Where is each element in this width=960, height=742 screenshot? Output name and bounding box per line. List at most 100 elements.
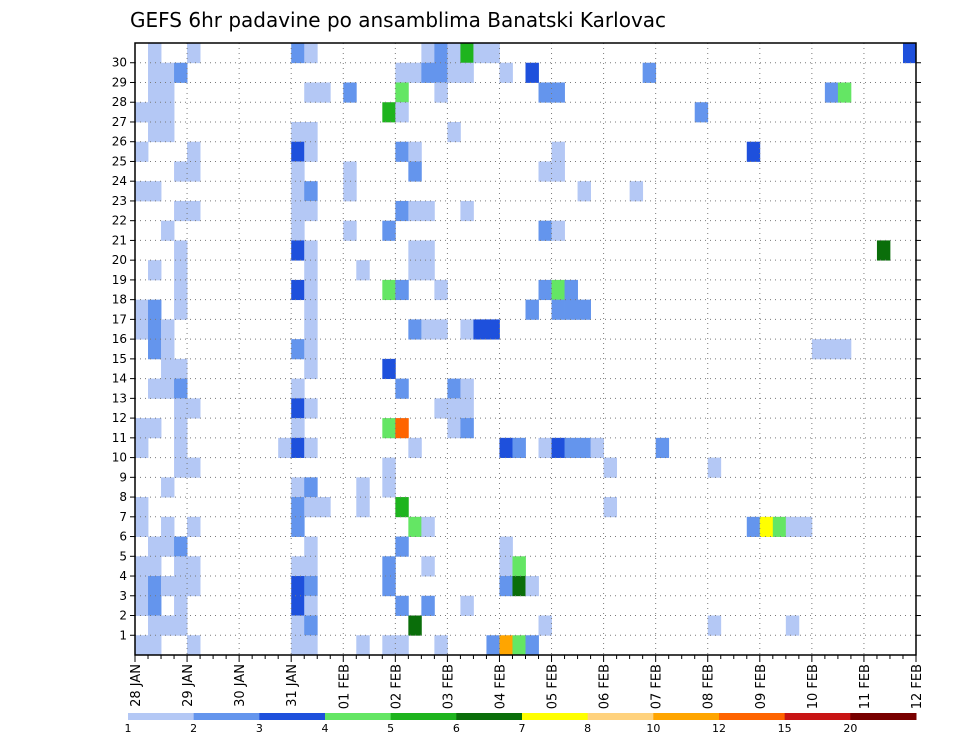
precip-cell — [304, 398, 318, 419]
precip-cell — [395, 200, 409, 222]
precip-cell — [538, 615, 552, 636]
precip-cell — [395, 418, 409, 439]
precip-cell — [876, 240, 891, 261]
y-tick-label: 17 — [112, 312, 127, 326]
precip-cell — [291, 43, 305, 64]
precip-cell — [304, 477, 318, 498]
precip-cell — [304, 260, 318, 281]
precip-cell — [135, 299, 149, 320]
precip-cell — [135, 102, 149, 123]
precip-cell — [187, 576, 201, 597]
x-tick-label: 31 JAN — [285, 664, 300, 707]
colorbar-label: 20 — [843, 722, 857, 735]
precip-cell — [577, 299, 591, 320]
precip-cell — [551, 279, 565, 301]
precip-cell — [408, 62, 422, 83]
y-tick-label: 20 — [112, 253, 127, 267]
precip-cell — [434, 319, 448, 340]
precip-cell — [551, 299, 565, 320]
precip-cell — [421, 43, 435, 64]
y-tick-label: 3 — [119, 589, 127, 603]
precip-cell — [486, 635, 500, 656]
precip-cell — [148, 536, 162, 557]
axis-layer: 1234567891011121314151617181920212223242… — [112, 56, 925, 710]
precip-cell — [187, 161, 201, 182]
precip-cell — [291, 576, 305, 597]
precip-cell — [564, 279, 578, 301]
colorbar-swatch — [128, 713, 195, 720]
precip-cell — [187, 200, 201, 222]
y-tick-label: 12 — [112, 411, 127, 425]
precip-cell — [148, 319, 162, 340]
precip-cell — [382, 477, 396, 498]
precip-cell — [460, 319, 474, 340]
precip-cell — [434, 279, 448, 301]
precip-cell — [161, 477, 175, 498]
precip-cell — [174, 358, 188, 380]
colorbar-swatch — [587, 713, 654, 720]
precip-cell — [174, 576, 188, 597]
precip-cell — [174, 615, 188, 636]
precip-cell — [174, 556, 188, 577]
precip-cell — [525, 62, 539, 83]
precip-cell — [603, 457, 618, 478]
precip-cell — [148, 181, 162, 202]
colorbar-swatch — [390, 713, 457, 720]
precip-cell — [135, 418, 149, 439]
precip-cell — [174, 437, 188, 458]
precip-cell — [148, 635, 162, 656]
colorbar: 1 2 3 4 5 6 7 8 10 12 15 20 — [125, 713, 917, 735]
x-tick-label: 28 JAN — [129, 664, 144, 707]
y-tick-label: 24 — [112, 174, 127, 188]
y-tick-label: 9 — [119, 470, 127, 484]
precip-cell — [161, 378, 175, 399]
precip-cell — [694, 102, 709, 123]
precip-cell — [343, 82, 357, 103]
precip-cell — [512, 556, 526, 577]
precip-cell — [317, 497, 331, 518]
precip-cell — [291, 279, 305, 301]
precip-cell — [304, 240, 318, 261]
precip-cell — [291, 378, 305, 399]
precip-cell — [382, 418, 396, 439]
precip-cell — [174, 457, 188, 478]
precip-cell — [174, 418, 188, 439]
y-tick-label: 21 — [112, 233, 127, 247]
colorbar-swatch — [259, 713, 326, 720]
precip-cell — [187, 398, 201, 419]
precip-cell — [304, 339, 318, 360]
precip-cell — [356, 477, 370, 498]
precip-cell — [291, 398, 305, 419]
x-tick-label: 06 FEB — [598, 664, 613, 709]
x-tick-label: 11 FEB — [858, 664, 873, 709]
y-tick-label: 10 — [112, 451, 127, 465]
x-tick-label: 01 FEB — [337, 664, 352, 709]
precip-cell — [135, 635, 149, 656]
precip-cell — [577, 181, 591, 202]
precip-cell — [187, 457, 201, 478]
y-tick-label: 25 — [112, 154, 127, 168]
precip-cell — [135, 319, 149, 340]
precip-cell — [161, 615, 175, 636]
precip-cell — [356, 260, 370, 281]
colorbar-label: 12 — [712, 722, 726, 735]
precip-cell — [291, 497, 305, 518]
precip-cell — [148, 260, 162, 281]
precip-cell — [278, 437, 292, 458]
precip-cell — [174, 161, 188, 182]
precip-cell — [447, 62, 461, 83]
precip-cell — [187, 141, 201, 162]
precip-cell — [421, 556, 435, 577]
precip-cell — [291, 220, 305, 241]
colorbar-swatch — [850, 713, 917, 720]
precip-cell — [174, 536, 188, 557]
precip-cell — [499, 635, 513, 656]
precip-cell — [161, 339, 175, 360]
precip-cell — [772, 516, 787, 537]
precip-cell — [707, 457, 722, 478]
precip-cell — [291, 615, 305, 636]
precip-cell — [382, 358, 396, 380]
precip-cell — [343, 220, 357, 241]
y-tick-label: 22 — [112, 214, 127, 228]
x-tick-label: 12 FEB — [910, 664, 925, 709]
